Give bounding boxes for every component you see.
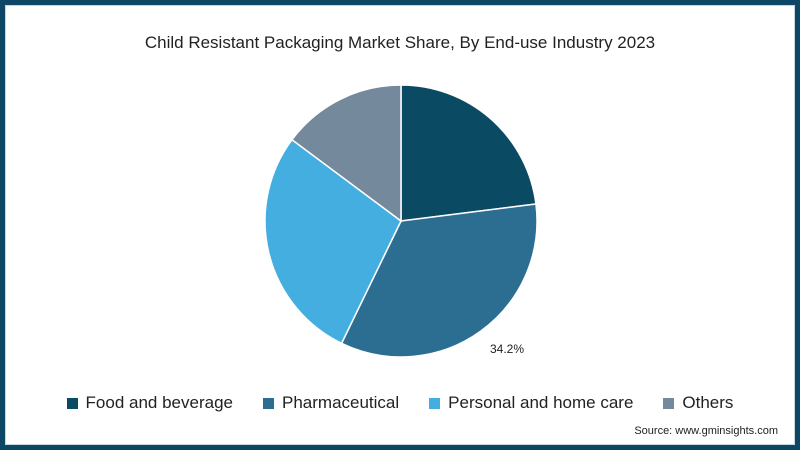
legend-swatch-icon <box>429 397 441 409</box>
legend-swatch-icon <box>263 397 274 409</box>
legend-label: Others <box>682 393 734 412</box>
legend: Food and beverage Pharmaceutical Persona… <box>0 393 800 413</box>
legend-label: Pharmaceutical <box>282 393 400 412</box>
legend-item-pharmaceutical: Pharmaceutical <box>263 393 399 413</box>
pie-slice-personal-and-home-care <box>264 138 402 345</box>
legend-item-food: Food and beverage <box>66 393 233 413</box>
pie-slice-others <box>290 84 402 223</box>
legend-item-personal-care: Personal and home care <box>429 393 633 413</box>
legend-swatch-icon <box>663 397 675 409</box>
source-note: Source: www.gminsights.com <box>634 425 778 437</box>
legend-item-others: Others <box>663 393 733 413</box>
pie-slice-food-and-beverage <box>400 84 537 222</box>
legend-swatch-icon <box>66 397 78 409</box>
legend-label: Personal and home care <box>448 393 634 412</box>
pie-slice-pharmaceutical <box>340 203 538 358</box>
legend-label: Food and beverage <box>85 393 233 412</box>
chart-title: Child Resistant Packaging Market Share, … <box>144 33 656 52</box>
pharmaceutical-data-label: 34.2% <box>490 342 525 356</box>
